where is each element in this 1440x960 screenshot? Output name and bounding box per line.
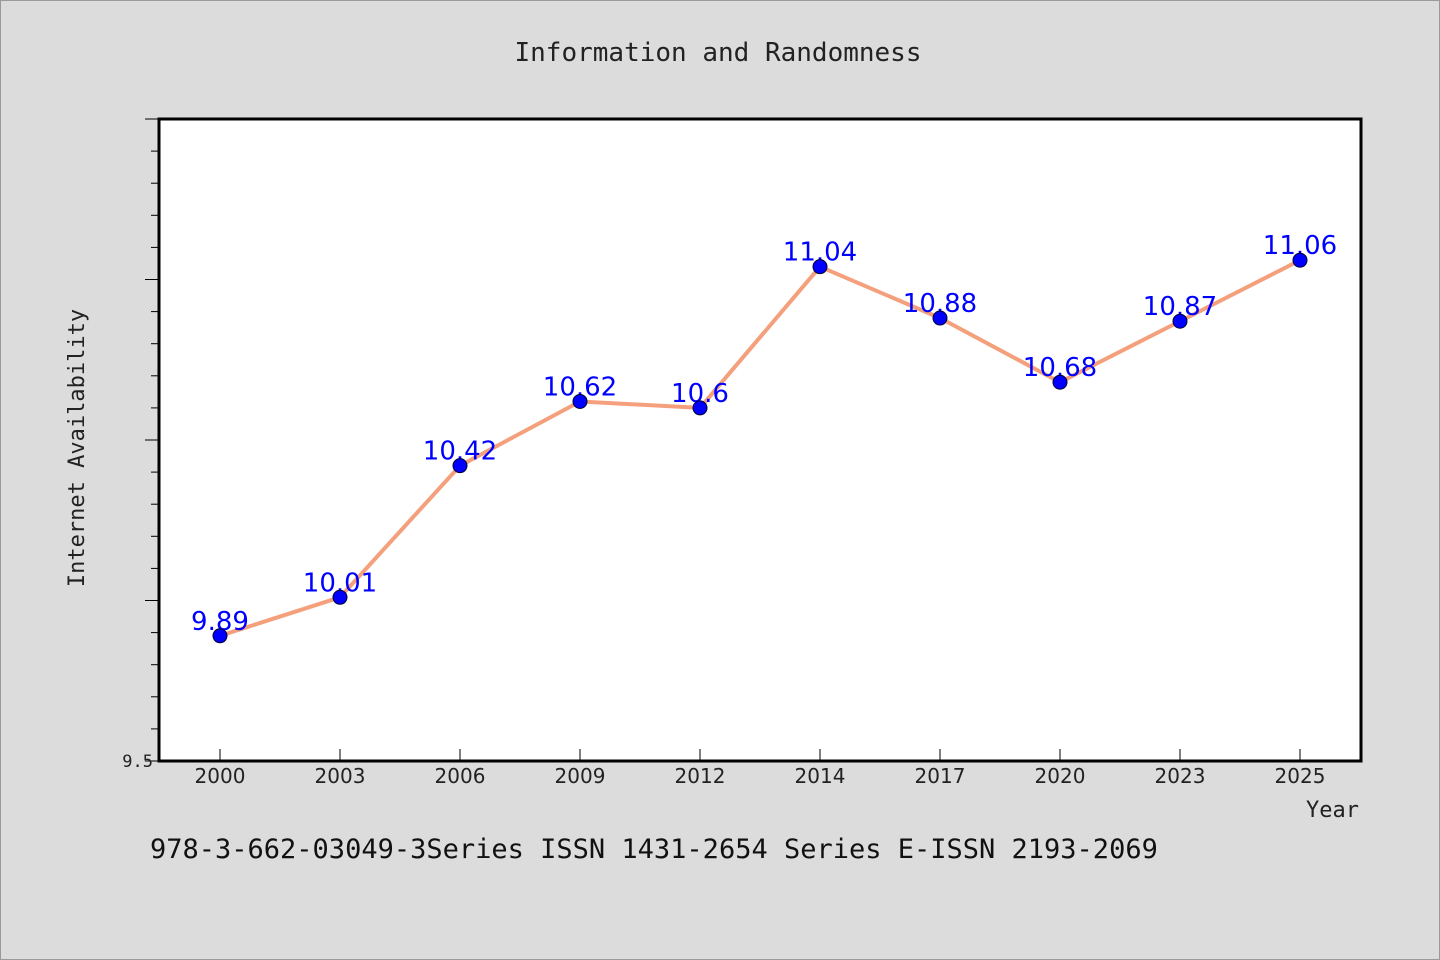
x-axis-label: Year [1306,798,1359,823]
data-point [1052,374,1068,390]
x-tick-label: 2025 [1275,764,1326,788]
data-point [332,589,348,605]
y-axis-ticks: 9.5 [122,118,159,772]
x-tick-label: 2012 [675,764,726,788]
x-tick-label: 2023 [1155,764,1206,788]
plot-area [157,117,1363,763]
x-tick-label: 2014 [795,764,846,788]
y-axis-label: Internet Availability [65,309,90,587]
x-tick-label: 2017 [915,764,966,788]
data-point [212,628,228,644]
data-point [1172,313,1188,329]
footer-isbn-text: 978-3-662-03049-3Series ISSN 1431-2654 S… [150,834,1158,865]
data-point [572,393,588,409]
data-point [1292,252,1308,268]
x-axis-ticks: 2000 2003 2006 2009 2012 2014 2017 2020 2023 2025 [195,749,1326,788]
data-point [932,310,948,326]
x-tick-label: 2003 [315,764,366,788]
x-tick-label: 2000 [195,764,246,788]
series-line [219,258,1301,638]
y-tick-label: 9.5 [122,752,153,772]
data-point [452,458,468,474]
x-tick-label: 2009 [555,764,606,788]
data-point [692,400,708,416]
x-tick-label: 2006 [435,764,486,788]
data-point [812,259,828,275]
chart-title: Information and Randomness [515,38,922,68]
x-tick-label: 2020 [1035,764,1086,788]
